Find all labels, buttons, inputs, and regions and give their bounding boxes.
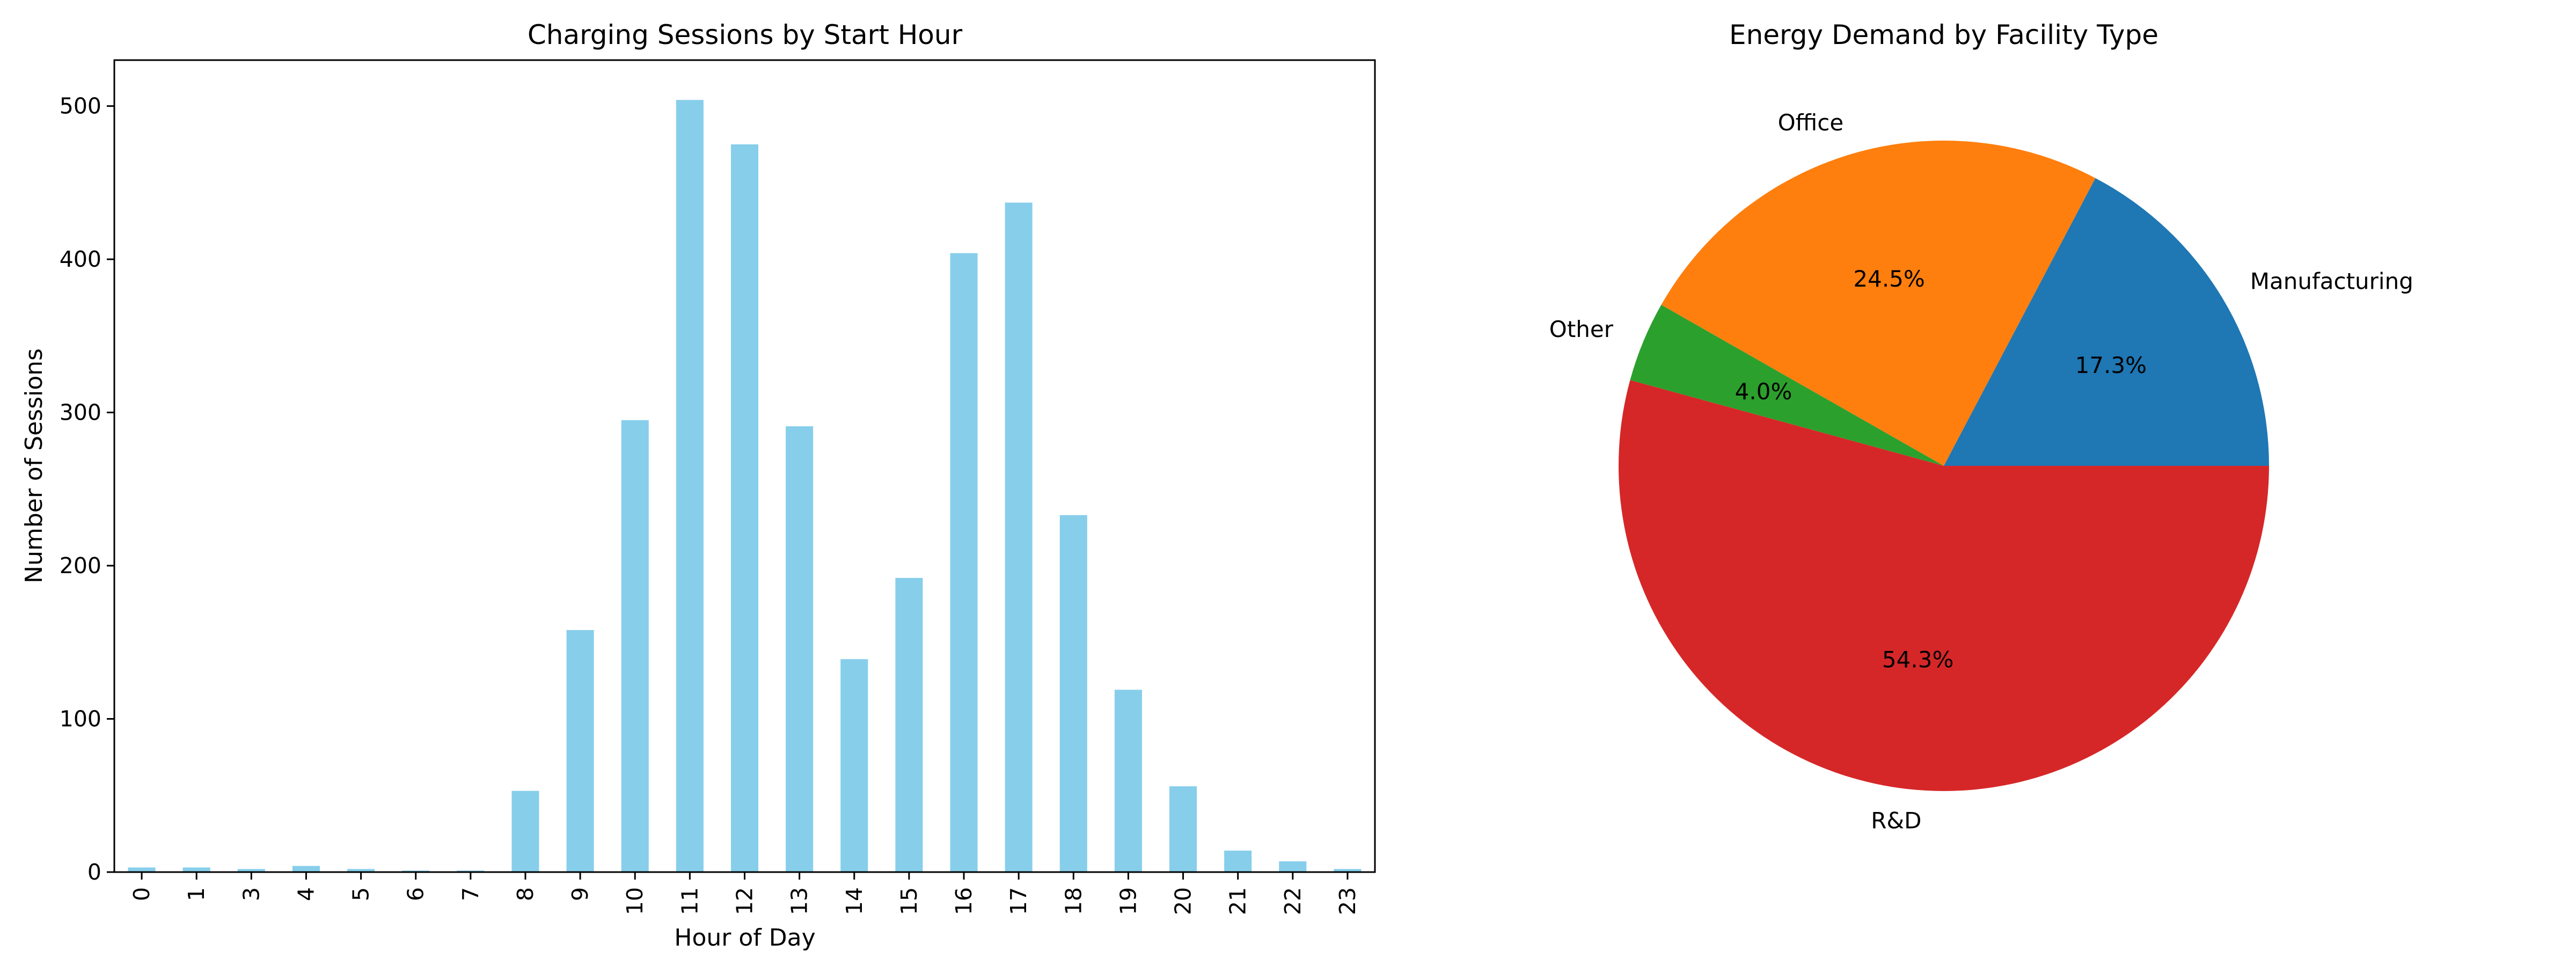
x-tick-label: 18 xyxy=(1060,887,1086,915)
bar-21 xyxy=(1224,851,1252,872)
y-tick-label: 0 xyxy=(87,859,101,885)
bar-chart: Charging Sessions by Start Hour 01002003… xyxy=(20,19,1376,952)
x-tick-label: 4 xyxy=(293,887,319,901)
pie-slice-1 xyxy=(1661,140,2096,466)
x-tick-label: 17 xyxy=(1006,887,1031,915)
bar-14 xyxy=(840,659,868,872)
y-tick-label: 500 xyxy=(60,93,101,119)
bar-16 xyxy=(950,253,978,872)
bar-15 xyxy=(895,577,923,872)
bar-18 xyxy=(1059,515,1087,872)
x-tick-label: 14 xyxy=(841,887,867,915)
y-tick-label: 300 xyxy=(60,400,101,426)
x-tick-label: 15 xyxy=(896,887,922,915)
pie-slices xyxy=(1619,140,2269,791)
x-axis: 0 1 3 4 5 6 7 8 9 10 11 12 13 14 15 16 17 18 19 20 21 22 23 xyxy=(129,872,1360,915)
bar-19 xyxy=(1114,690,1142,872)
pie-slice-label: R&D xyxy=(1871,808,1921,834)
x-tick-label: 16 xyxy=(951,887,977,915)
y-tick-label: 400 xyxy=(60,246,101,272)
bar-17 xyxy=(1005,202,1033,873)
pie-slice-percent: 4.0% xyxy=(1735,378,1792,405)
bar-4 xyxy=(292,866,320,872)
bar-23 xyxy=(1334,869,1362,872)
y-axis-label: Number of Sessions xyxy=(20,348,48,583)
bar-13 xyxy=(786,426,814,872)
pie-slice-percent: 24.5% xyxy=(1853,266,1924,292)
bar-9 xyxy=(566,630,594,872)
pie-chart-title: Energy Demand by Facility Type xyxy=(1729,19,2158,50)
x-tick-label: 13 xyxy=(787,887,813,915)
pie-slice-percent: 17.3% xyxy=(2075,352,2147,378)
plot-frame xyxy=(113,59,1376,873)
x-tick-label: 1 xyxy=(184,887,209,901)
bar-10 xyxy=(621,420,649,872)
pie-labels: 17.3% Manufacturing 24.5% Office 4.0% Other 54… xyxy=(1549,109,2413,834)
bar-8 xyxy=(511,791,539,872)
pie-slice-label: Other xyxy=(1549,316,1614,342)
x-tick-label: 21 xyxy=(1225,887,1251,915)
pie-slice-2 xyxy=(1630,305,1944,466)
bar-3 xyxy=(237,869,265,872)
bar-22 xyxy=(1279,861,1307,872)
x-axis-label: Hour of Day xyxy=(674,924,815,952)
bar-chart-title: Charging Sessions by Start Hour xyxy=(528,19,963,50)
x-tick-label: 5 xyxy=(348,887,374,901)
x-tick-label: 11 xyxy=(677,887,702,915)
x-tick-label: 22 xyxy=(1280,887,1306,915)
x-tick-label: 0 xyxy=(129,887,155,901)
x-tick-label: 19 xyxy=(1115,887,1141,915)
pie-chart: Energy Demand by Facility Type 17.3% Manu… xyxy=(1549,19,2413,834)
pie-slice-label: Manufacturing xyxy=(2250,268,2413,295)
bar-11 xyxy=(676,100,704,872)
pie-slice-0 xyxy=(1944,178,2269,466)
bar-12 xyxy=(730,144,759,873)
x-tick-label: 8 xyxy=(513,887,538,901)
bar-marks xyxy=(128,100,1362,873)
x-tick-label: 10 xyxy=(622,887,648,915)
x-tick-label: 12 xyxy=(732,887,758,915)
bar-0 xyxy=(128,867,156,872)
bar-20 xyxy=(1169,786,1197,872)
y-tick-label: 100 xyxy=(60,706,101,732)
bar-5 xyxy=(347,869,375,872)
pie-slice-3 xyxy=(1619,380,2269,791)
pie-slice-percent: 54.3% xyxy=(1882,646,1953,672)
y-axis: 0 100 200 300 400 500 xyxy=(60,93,114,885)
x-tick-label: 3 xyxy=(238,887,264,901)
y-tick-label: 200 xyxy=(60,553,101,579)
x-tick-label: 23 xyxy=(1335,887,1360,915)
x-tick-label: 20 xyxy=(1170,887,1196,915)
pie-slice-label: Office xyxy=(1778,109,1844,136)
x-tick-label: 6 xyxy=(403,887,429,901)
x-tick-label: 7 xyxy=(458,887,484,901)
x-tick-label: 9 xyxy=(567,887,593,901)
bar-1 xyxy=(182,867,210,872)
